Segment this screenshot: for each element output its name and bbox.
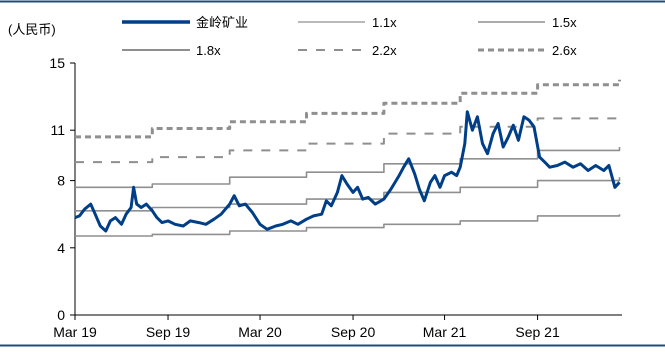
axes: 0 4 8 11 15 Mar 19 Sep 19 Mar 20 Sep 20 Mar 21 Sep…	[49, 55, 622, 340]
legend-label-price: 金岭矿业	[196, 15, 248, 30]
legend-item-1-1x: 1.1x	[298, 15, 397, 30]
legend-label-2-6x: 2.6x	[552, 43, 577, 58]
x-tick-label: Sep 21	[515, 324, 560, 340]
y-tick-label: 4	[57, 240, 65, 256]
y-tick-label: 15	[49, 55, 65, 71]
series-line-2-2x	[75, 113, 621, 164]
x-tick-label: Mar 19	[53, 324, 97, 340]
legend-label-1-8x: 1.8x	[196, 43, 221, 58]
legend-item-2-6x: 2.6x	[478, 43, 577, 58]
legend-item-price: 金岭矿业	[122, 15, 248, 30]
x-tick-label: Sep 19	[146, 324, 191, 340]
series-line-1-1x	[75, 214, 621, 237]
legend-label-2-2x: 2.2x	[372, 43, 397, 58]
legend-label-1-1x: 1.1x	[372, 15, 397, 30]
unit-label: (人民币)	[8, 22, 56, 37]
legend-item-1-8x: 1.8x	[122, 43, 221, 58]
series-layer	[74, 79, 621, 237]
series-line-2-6x	[75, 79, 621, 139]
y-tick-label: 11	[50, 122, 65, 138]
y-tick-label: 8	[57, 173, 65, 189]
legend-item-1-5x: 1.5x	[478, 15, 577, 30]
series-line-金岭矿业	[74, 110, 621, 233]
x-tick-label: Mar 20	[238, 324, 282, 340]
legend: 金岭矿业 1.1x 1.5x 1.8x 2.2x 2.6x	[122, 15, 577, 58]
y-tick-label: 0	[57, 307, 65, 323]
x-tick-label: Mar 21	[423, 324, 467, 340]
legend-label-1-5x: 1.5x	[552, 15, 577, 30]
legend-item-2-2x: 2.2x	[298, 43, 397, 58]
x-tick-label: Sep 20	[331, 324, 376, 340]
